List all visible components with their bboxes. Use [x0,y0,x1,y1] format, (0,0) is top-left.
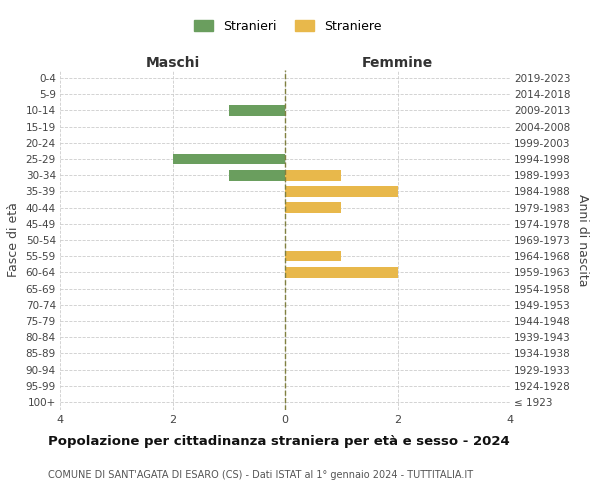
Bar [285,267,398,278]
Text: Maschi: Maschi [145,56,200,70]
Legend: Stranieri, Straniere: Stranieri, Straniere [191,16,385,37]
Bar [229,170,285,180]
Bar [285,186,398,196]
Bar [285,251,341,262]
Y-axis label: Anni di nascita: Anni di nascita [577,194,589,286]
Bar [285,202,341,213]
Bar [173,154,285,164]
Text: Popolazione per cittadinanza straniera per età e sesso - 2024: Popolazione per cittadinanza straniera p… [48,435,510,448]
Text: Femmine: Femmine [362,56,433,70]
Text: COMUNE DI SANT'AGATA DI ESARO (CS) - Dati ISTAT al 1° gennaio 2024 - TUTTITALIA.: COMUNE DI SANT'AGATA DI ESARO (CS) - Dat… [48,470,473,480]
Bar [285,170,341,180]
Y-axis label: Fasce di età: Fasce di età [7,202,20,278]
Bar [229,105,285,116]
